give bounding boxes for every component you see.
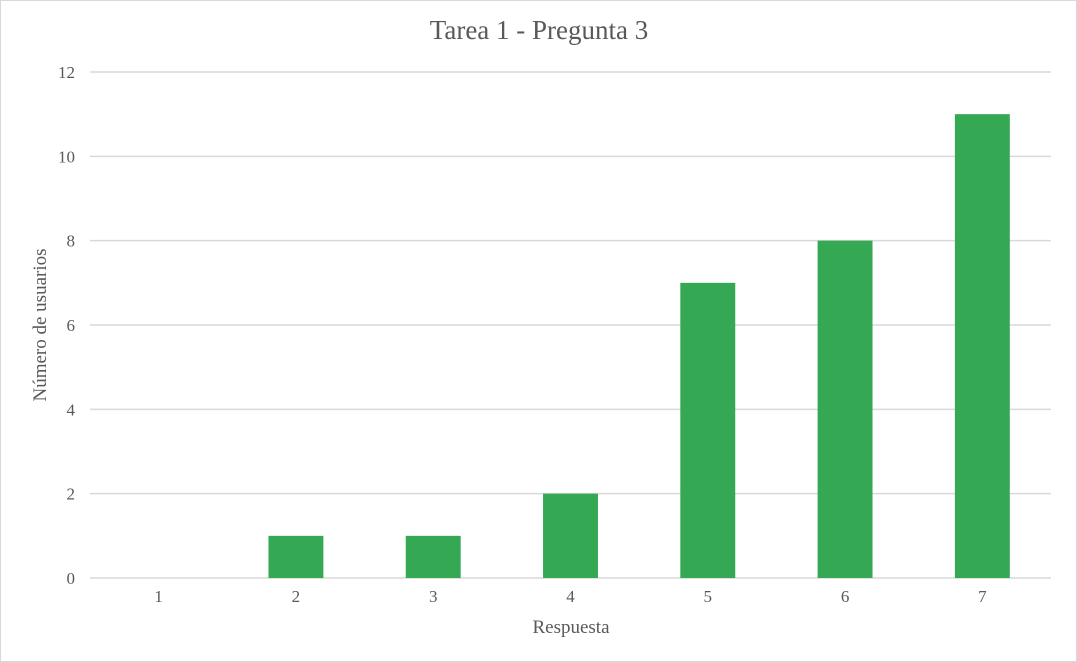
bar-6: [817, 240, 873, 578]
y-tick-label: 12: [58, 63, 75, 82]
x-tick-label: 2: [292, 587, 301, 606]
x-tick-label: 1: [154, 587, 163, 606]
x-tick-label: 6: [841, 587, 850, 606]
bar-3: [405, 535, 461, 578]
bar-5: [680, 282, 736, 578]
y-tick-label: 2: [67, 485, 76, 504]
y-axis-ticks: 0 2 4 6 8 10 12: [58, 63, 76, 588]
y-tick-label: 8: [67, 232, 76, 251]
bar-2: [268, 535, 324, 578]
bars: [268, 114, 1010, 579]
bar-4: [543, 493, 598, 578]
bar-7: [954, 114, 1010, 579]
x-tick-label: 4: [566, 587, 575, 606]
y-tick-label: 4: [67, 400, 76, 419]
x-tick-label: 5: [704, 587, 713, 606]
x-tick-label: 3: [429, 587, 438, 606]
chart-title: Tarea 1 - Pregunta 3: [430, 15, 649, 45]
y-tick-label: 10: [58, 147, 75, 166]
y-axis-title: Número de usuarios: [30, 248, 51, 401]
gridlines: [90, 71, 1051, 579]
y-tick-label: 0: [67, 569, 76, 588]
x-axis-title: Respuesta: [532, 617, 610, 638]
y-tick-label: 6: [67, 316, 76, 335]
x-axis-ticks: 1 2 3 4 5 6 7: [154, 587, 987, 606]
x-tick-label: 7: [978, 587, 987, 606]
